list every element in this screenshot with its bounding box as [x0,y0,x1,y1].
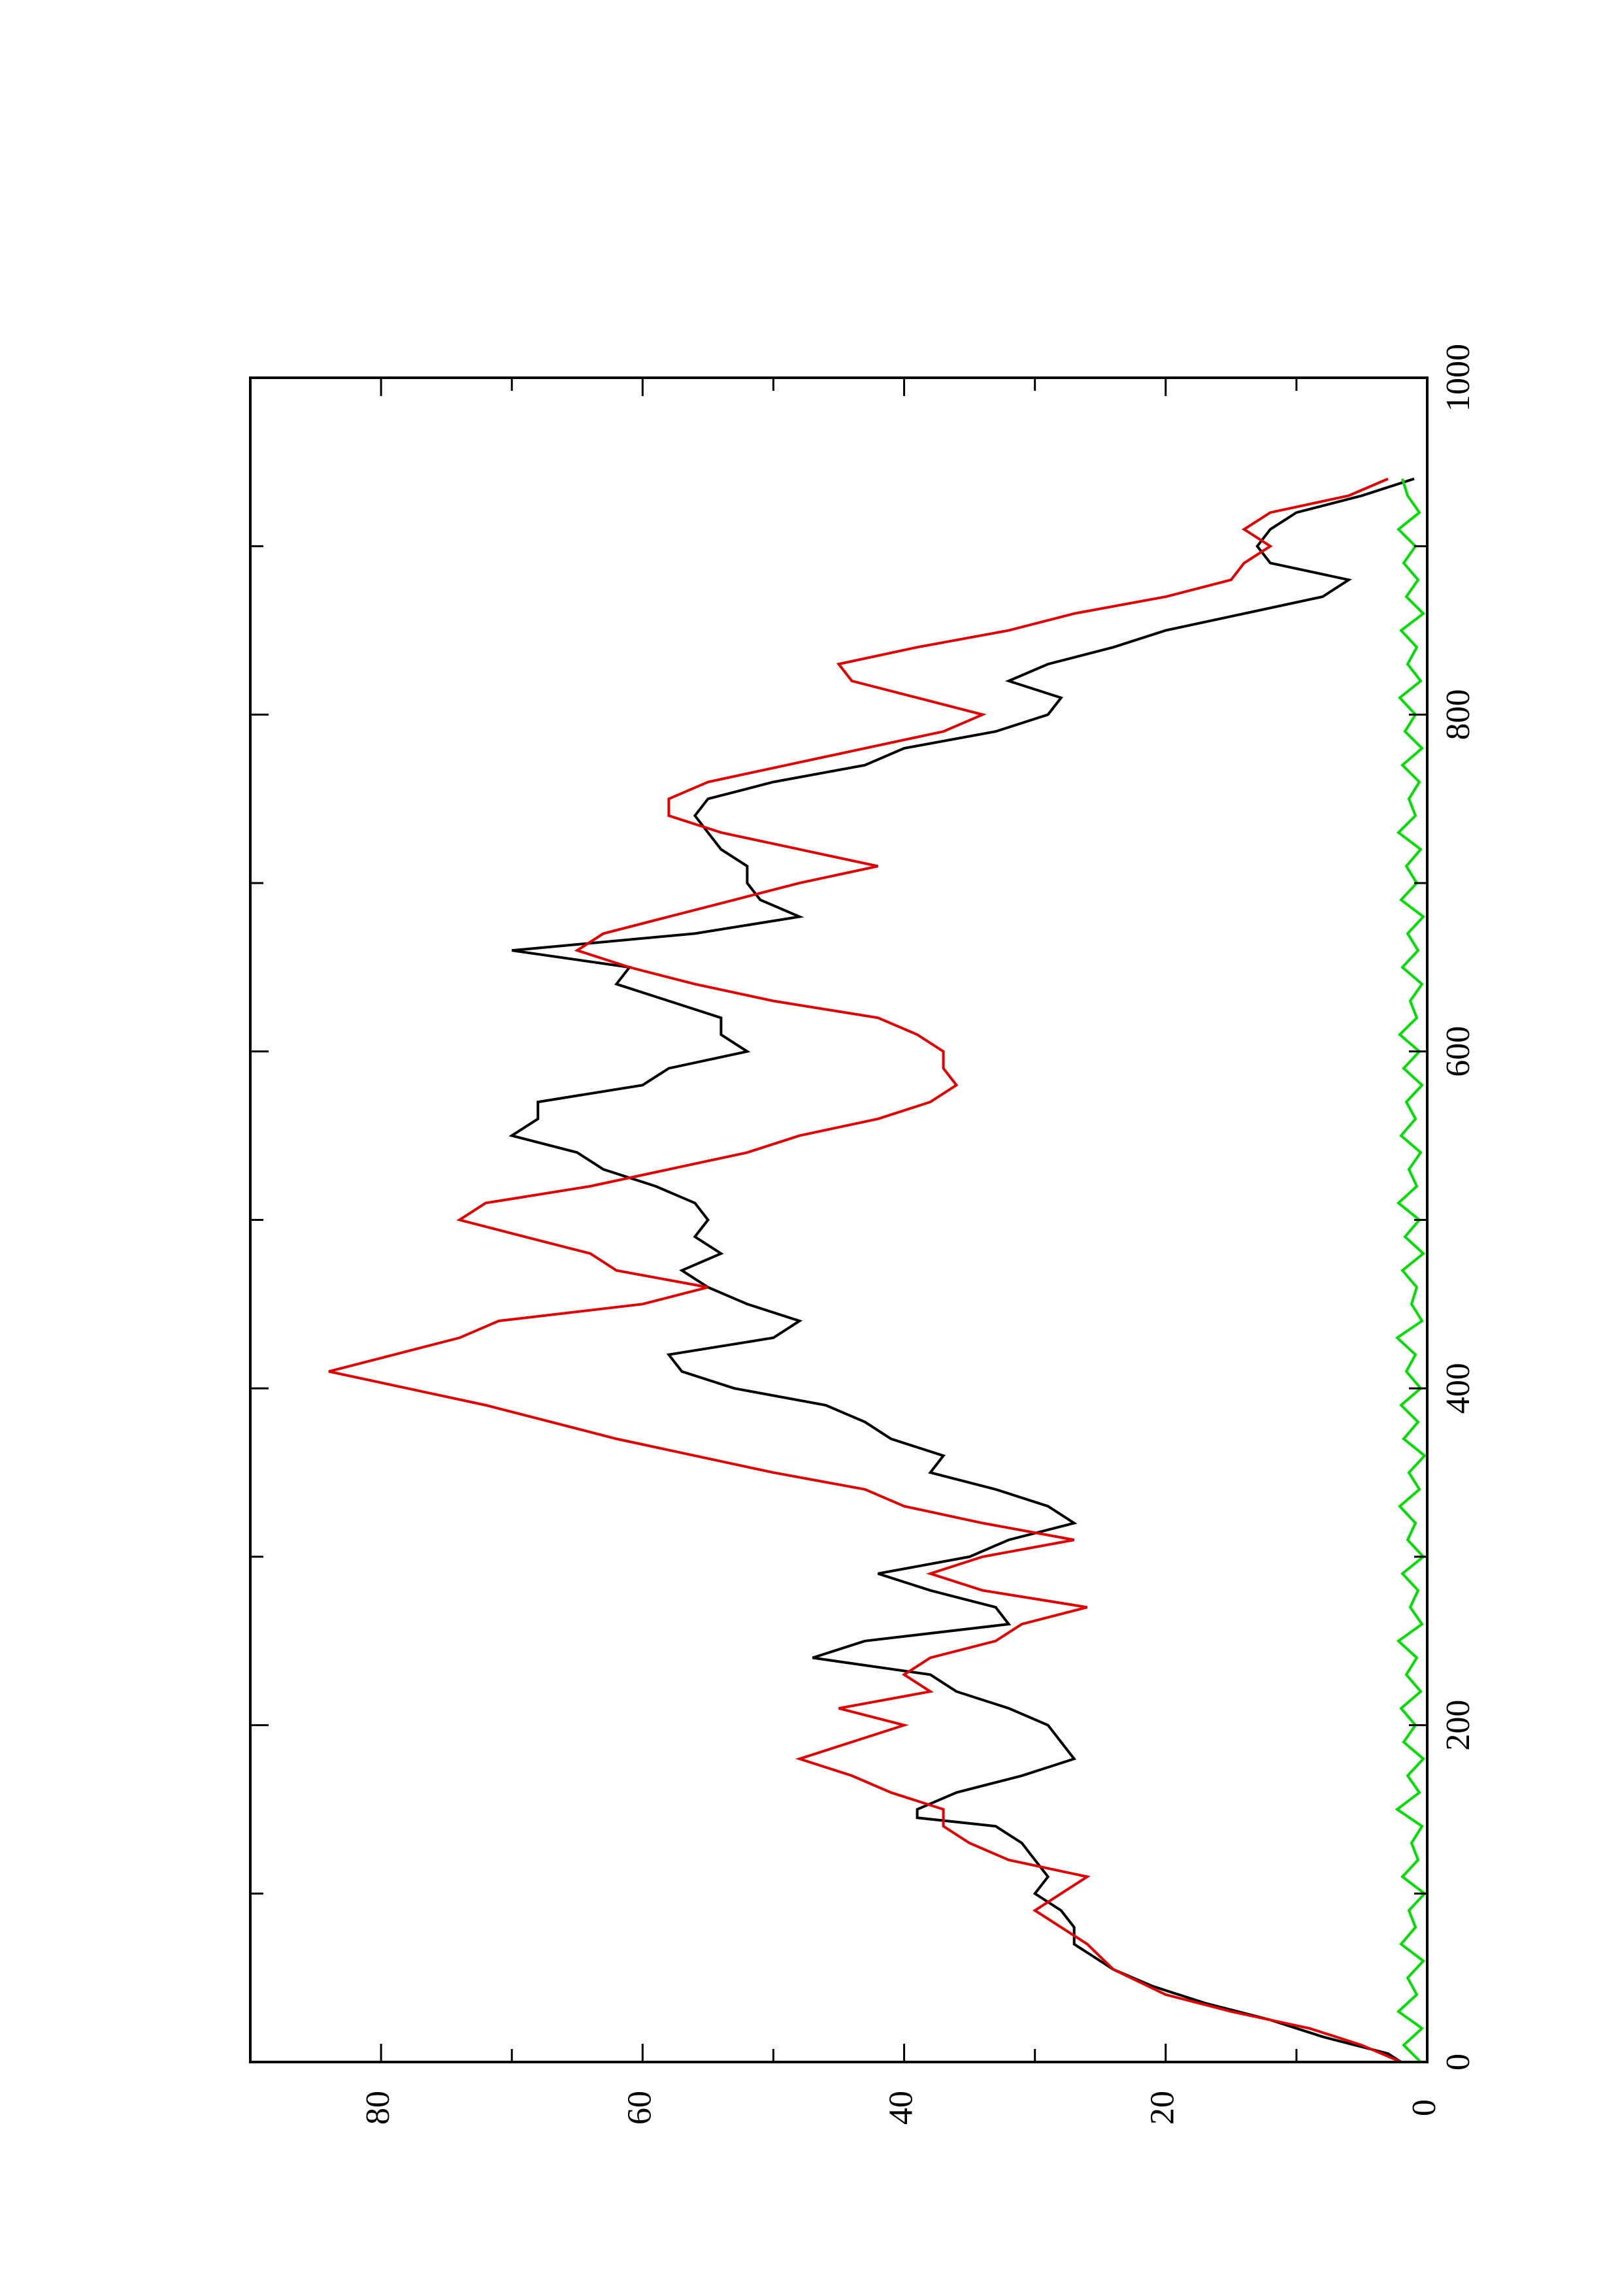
plot-frame [249,376,1429,2063]
y-tick-label: 60 [621,2091,658,2125]
series-line-2 [328,477,1402,2063]
series-layer [328,477,1427,2063]
x-tick-label: 600 [1440,1026,1477,1077]
y-tick-label: 80 [359,2091,397,2125]
x-tick-label: 200 [1440,1700,1477,1751]
y-tick-label: 40 [882,2091,919,2125]
y-tick-label: 0 [1406,2099,1443,2116]
tick-label-layer: 0 200 400 600 800 1000 0 20 40 60 80 [359,344,1477,2125]
x-tick-label: 400 [1440,1363,1477,1414]
x-tick-label: 800 [1440,689,1477,740]
x-tick-label: 1000 [1440,344,1477,412]
series-line-3 [1395,478,1427,2063]
x-tick-label: 0 [1440,2054,1477,2071]
y-tick-label: 20 [1144,2091,1182,2125]
